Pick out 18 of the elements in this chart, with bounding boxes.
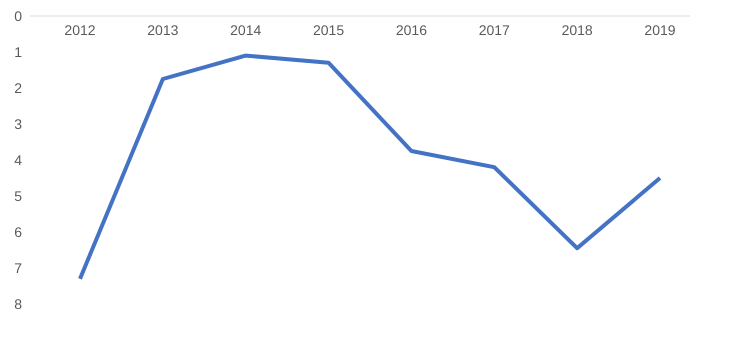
line-series (78, 54, 662, 281)
x-tick-label: 2019 (644, 22, 676, 38)
x-tick-label: 2016 (396, 22, 428, 38)
y-tick-label: 4 (14, 152, 22, 168)
y-tick-label: 1 (14, 44, 22, 60)
y-tick-label: 7 (14, 260, 22, 276)
x-tick-label: 2015 (312, 22, 344, 38)
x-tick-label: 2017 (478, 22, 510, 38)
x-tick-label: 2014 (230, 22, 262, 38)
y-tick-label: 6 (14, 224, 22, 240)
y-tick-label: 5 (14, 188, 22, 204)
x-tick-label: 2012 (64, 22, 96, 38)
y-tick-label: 8 (14, 296, 22, 312)
y-tick-label: 3 (14, 116, 22, 132)
x-tick-label: 2013 (147, 22, 179, 38)
y-tick-label: 2 (14, 80, 22, 96)
y-tick-label: 0 (14, 8, 22, 24)
x-tick-label: 2018 (562, 22, 593, 38)
